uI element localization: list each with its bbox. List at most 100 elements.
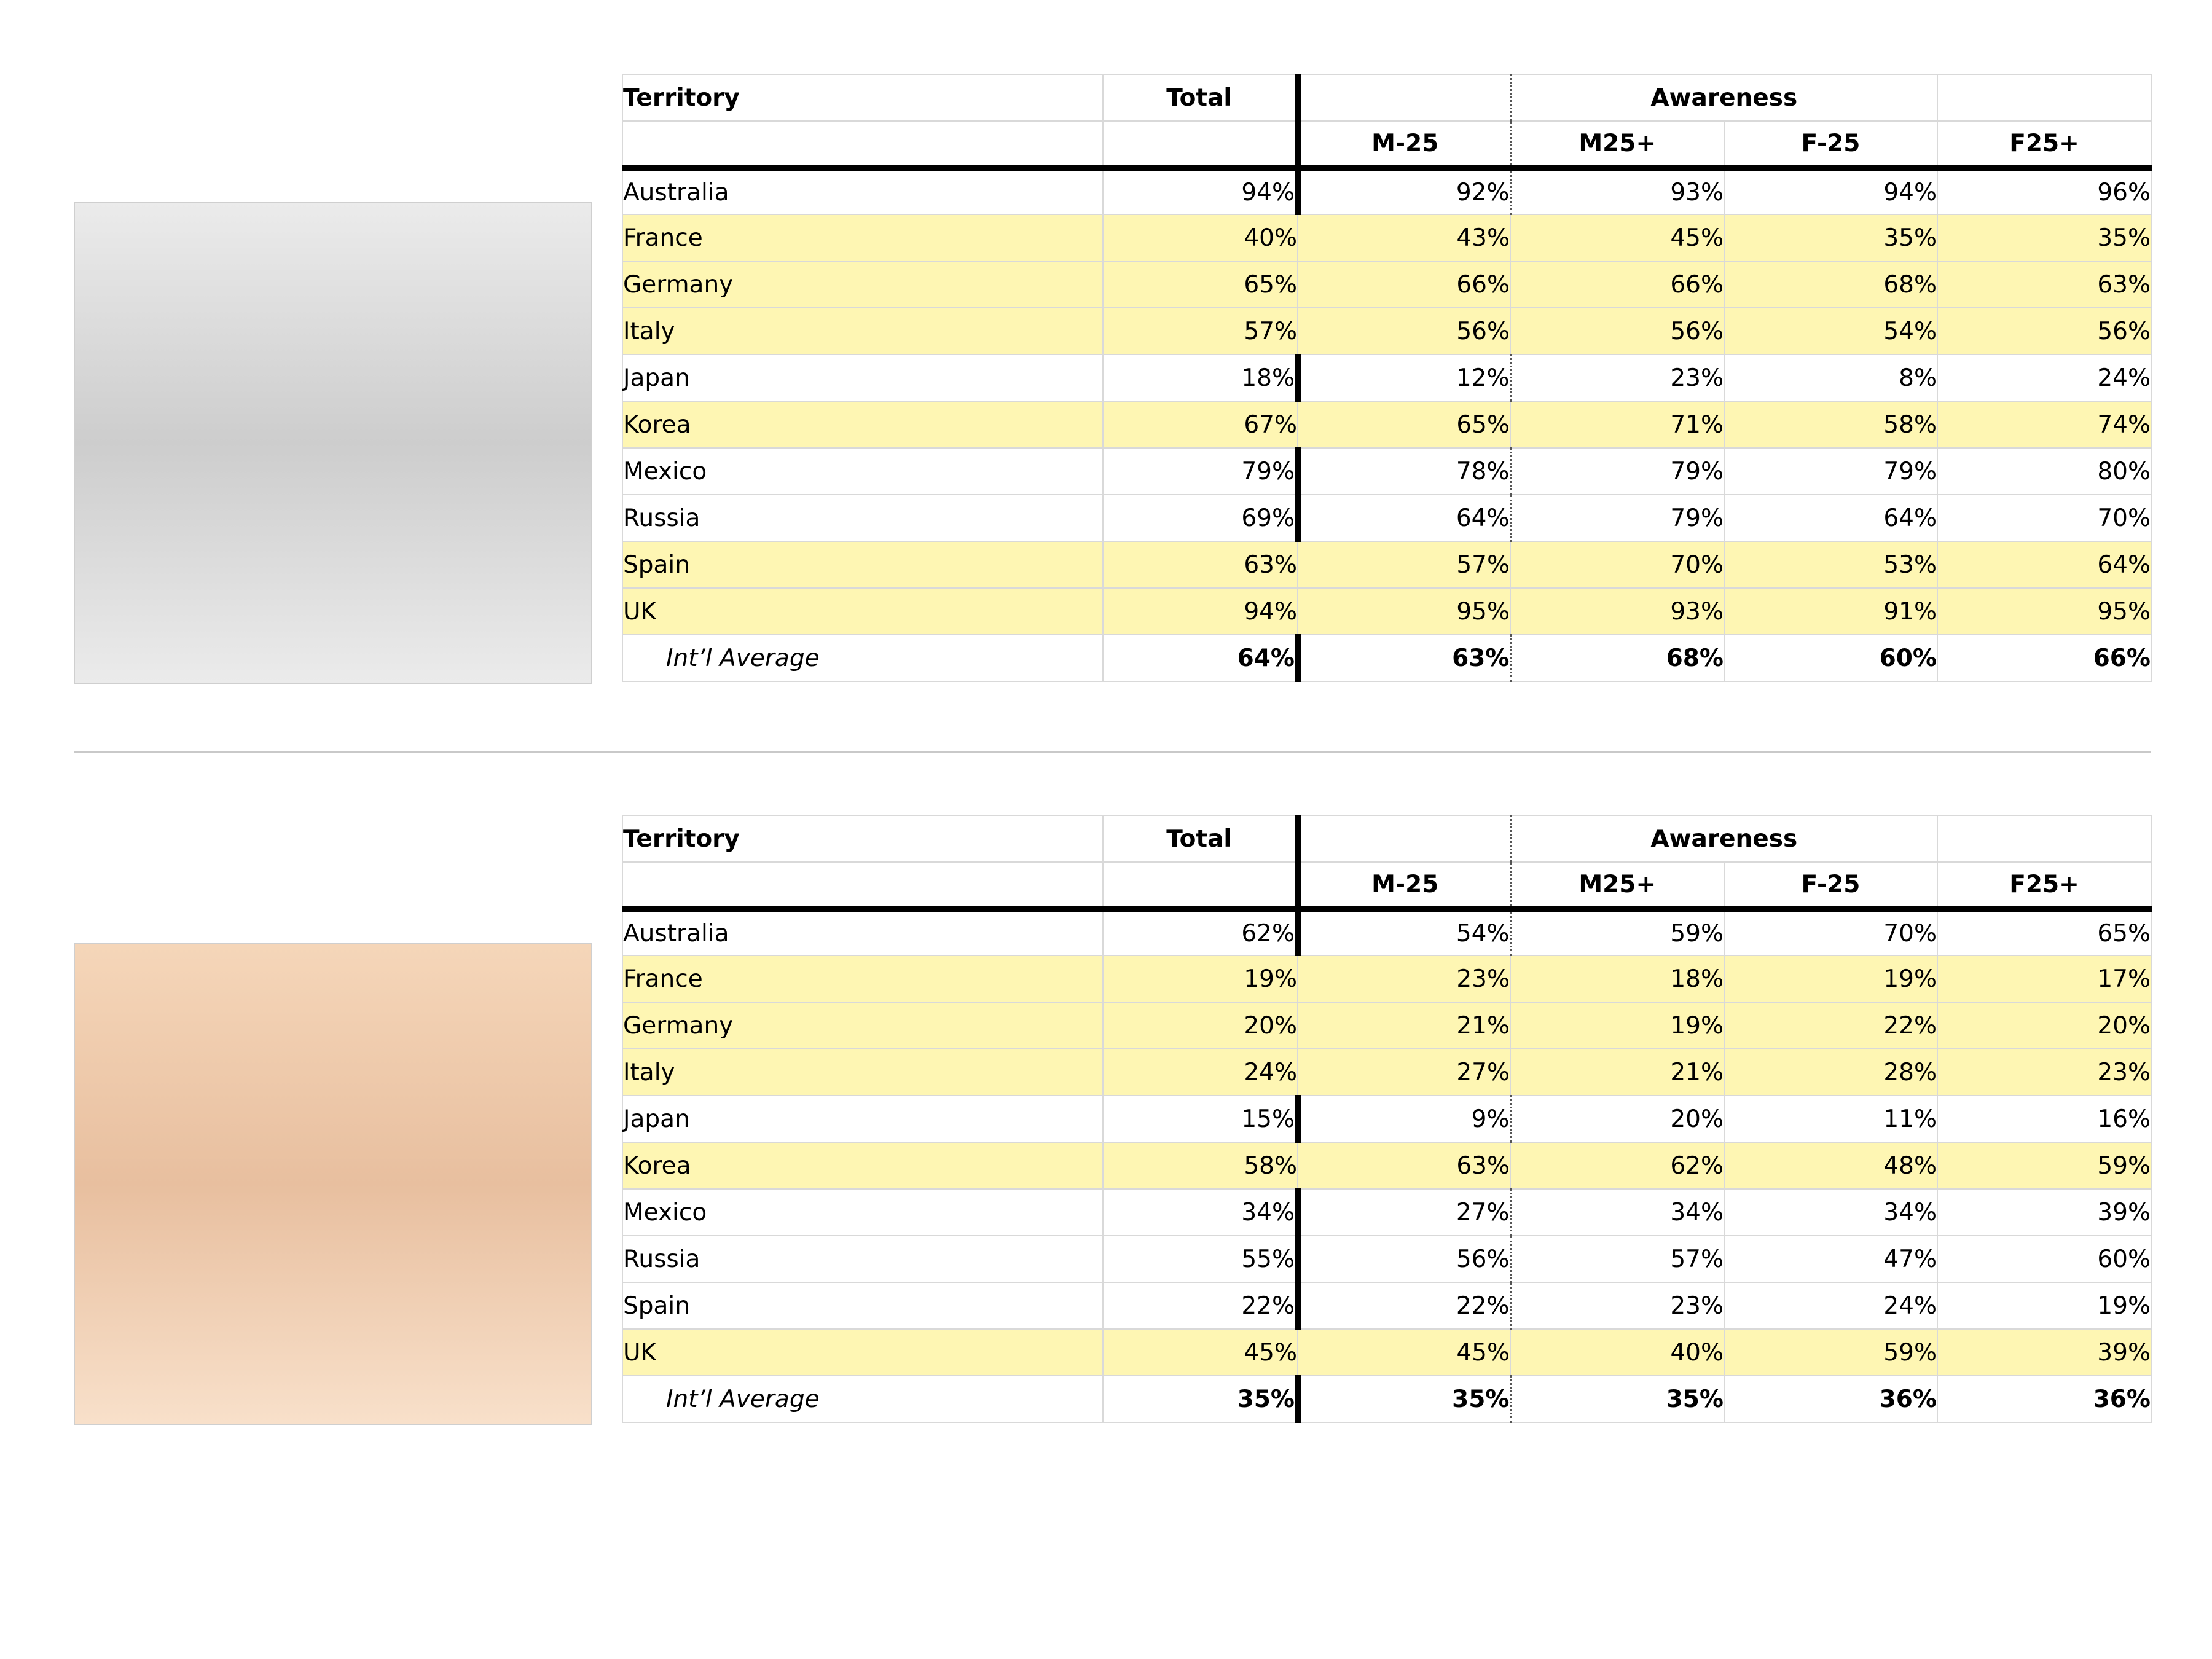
- subheader-m-25: M-25: [1295, 861, 1511, 912]
- value-cell: 70%: [1937, 494, 2152, 542]
- value-cell: 66%: [1297, 261, 1511, 308]
- table-row: Japan 15% 9% 20% 11% 16%: [622, 1095, 2152, 1143]
- value-cell: 53%: [1723, 541, 1939, 589]
- total-cell: 24%: [1102, 1048, 1298, 1096]
- value-cell: 8%: [1723, 354, 1939, 402]
- value-cell: 9%: [1295, 1095, 1511, 1143]
- value-cell: 79%: [1509, 447, 1725, 495]
- value-cell: 54%: [1723, 307, 1939, 355]
- value-cell: 18%: [1510, 955, 1725, 1003]
- total-cell: 20%: [1102, 1002, 1298, 1049]
- value-cell: 56%: [1297, 307, 1511, 355]
- value-cell: 80%: [1937, 447, 2152, 495]
- value-cell: 68%: [1723, 261, 1939, 308]
- value-cell: 16%: [1937, 1095, 2152, 1143]
- total-cell: 18%: [1102, 354, 1298, 402]
- value-cell: 21%: [1297, 1002, 1511, 1049]
- table-row: Spain 63% 57% 70% 53% 64%: [622, 541, 2152, 589]
- territory-cell: UK: [622, 1328, 1104, 1376]
- table-row: Russia 69% 64% 79% 64% 70%: [622, 494, 2152, 542]
- value-cell: 74%: [1937, 401, 2152, 449]
- value-cell: 24%: [1937, 354, 2152, 402]
- value-cell: 59%: [1723, 1328, 1939, 1376]
- value-cell: 65%: [1937, 908, 2152, 956]
- value-cell: 95%: [1297, 587, 1511, 635]
- total-cell: 62%: [1102, 908, 1298, 956]
- average-value-cell: 68%: [1509, 634, 1725, 682]
- average-value-cell: 66%: [1937, 634, 2152, 682]
- table-row: Australia 94% 92% 93% 94% 96%: [622, 167, 2152, 215]
- table-row: UK 94% 95% 93% 91% 95%: [622, 587, 2152, 635]
- territory-cell: Japan: [622, 1095, 1104, 1143]
- value-cell: 24%: [1723, 1282, 1939, 1330]
- header-awareness: Awareness: [1509, 74, 1939, 122]
- subheader-row: M-25 M25+ F-25 F25+: [622, 120, 2152, 171]
- table-row: Germany 65% 66% 66% 68% 63%: [622, 261, 2152, 308]
- value-cell: 19%: [1723, 955, 1939, 1003]
- value-cell: 27%: [1297, 1048, 1511, 1096]
- value-cell: 57%: [1509, 1235, 1725, 1283]
- value-cell: 23%: [1937, 1048, 2152, 1096]
- average-value-cell: 63%: [1295, 634, 1511, 682]
- average-total-cell: 64%: [1102, 634, 1298, 682]
- header-total: Total: [1102, 74, 1298, 122]
- value-cell: 93%: [1510, 587, 1725, 635]
- subheader-f-25: F-25: [1723, 120, 1939, 171]
- value-cell: 63%: [1937, 261, 2152, 308]
- average-value-cell: 35%: [1295, 1375, 1511, 1423]
- value-cell: 93%: [1509, 167, 1725, 215]
- total-cell: 22%: [1102, 1282, 1298, 1330]
- average-label: Int’l Average: [622, 1375, 1104, 1423]
- total-cell: 57%: [1102, 307, 1298, 355]
- value-cell: 19%: [1510, 1002, 1725, 1049]
- value-cell: 60%: [1937, 1235, 2152, 1283]
- header-total: Total: [1102, 815, 1298, 863]
- value-cell: 35%: [1937, 214, 2152, 262]
- value-cell: 23%: [1297, 955, 1511, 1003]
- total-cell: 34%: [1102, 1188, 1298, 1236]
- value-cell: 22%: [1723, 1002, 1939, 1049]
- table-row: Mexico 79% 78% 79% 79% 80%: [622, 447, 2152, 495]
- value-cell: 45%: [1297, 1328, 1511, 1376]
- awareness-table: Territory Total Awareness M-25 M25+ F-25 F25+ A…: [622, 74, 2152, 682]
- territory-cell: Japan: [622, 354, 1104, 402]
- header-awareness: Awareness: [1509, 815, 1939, 863]
- territory-cell: Russia: [622, 1235, 1104, 1283]
- average-total-cell: 35%: [1102, 1375, 1298, 1423]
- average-value-cell: 60%: [1723, 634, 1939, 682]
- value-cell: 20%: [1937, 1002, 2152, 1049]
- value-cell: 58%: [1723, 401, 1939, 449]
- header-row: Territory Total Awareness: [622, 74, 2152, 122]
- value-cell: 78%: [1295, 447, 1511, 495]
- total-cell: 58%: [1102, 1142, 1298, 1190]
- territory-cell: Spain: [622, 1282, 1104, 1330]
- total-cell: 67%: [1102, 401, 1298, 449]
- value-cell: 43%: [1297, 214, 1511, 262]
- header-blank: [1937, 74, 2152, 122]
- territory-cell: Mexico: [622, 447, 1104, 495]
- territory-cell: Germany: [622, 1002, 1104, 1049]
- average-row: Int’l Average 35% 35% 35% 36% 36%: [622, 1375, 2152, 1423]
- header-territory: Territory: [622, 74, 1104, 122]
- value-cell: 27%: [1295, 1188, 1511, 1236]
- value-cell: 54%: [1295, 908, 1511, 956]
- value-cell: 71%: [1510, 401, 1725, 449]
- total-cell: 40%: [1102, 214, 1298, 262]
- value-cell: 56%: [1937, 307, 2152, 355]
- value-cell: 40%: [1510, 1328, 1725, 1376]
- value-cell: 66%: [1510, 261, 1725, 308]
- value-cell: 48%: [1723, 1142, 1939, 1190]
- value-cell: 64%: [1937, 541, 2152, 589]
- subheader-m25plus: M25+: [1509, 120, 1725, 171]
- table-row: Australia 62% 54% 59% 70% 65%: [622, 908, 2152, 956]
- value-cell: 57%: [1297, 541, 1511, 589]
- value-cell: 45%: [1510, 214, 1725, 262]
- value-cell: 12%: [1295, 354, 1511, 402]
- total-cell: 79%: [1102, 447, 1298, 495]
- value-cell: 63%: [1297, 1142, 1511, 1190]
- territory-cell: Australia: [622, 908, 1104, 956]
- value-cell: 23%: [1509, 354, 1725, 402]
- table-row: Italy 57% 56% 56% 54% 56%: [622, 307, 2152, 355]
- average-value-cell: 35%: [1509, 1375, 1725, 1423]
- territory-cell: France: [622, 955, 1104, 1003]
